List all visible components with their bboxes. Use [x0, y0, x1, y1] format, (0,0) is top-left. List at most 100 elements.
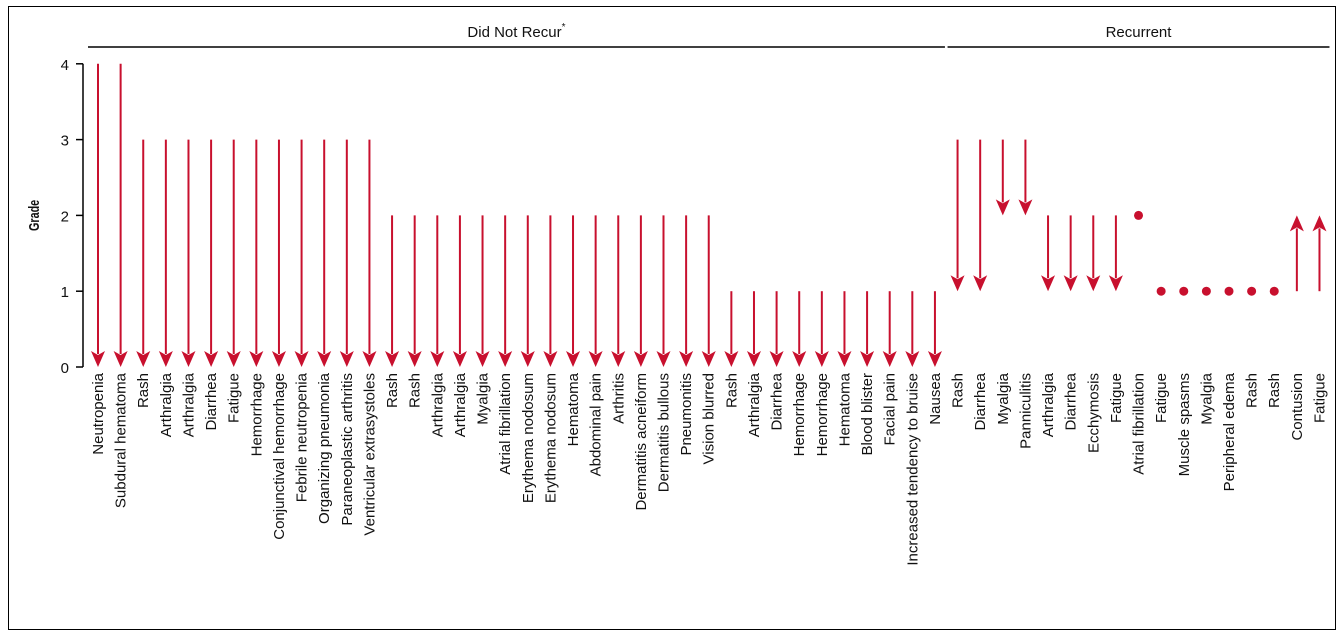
chart-marks [91, 63, 1327, 367]
arrow-head-down [136, 351, 151, 367]
x-tick-label: Febrile neutropenia [294, 372, 311, 502]
x-tick-label: Fatigue [1153, 373, 1170, 423]
x-tick-label: Subdural hematoma [113, 372, 130, 508]
x-tick-label: Facial pain [882, 373, 899, 446]
x-tick-label: Contusion [1289, 373, 1306, 441]
x-tick-label: Dermatitis acneiform [633, 373, 650, 511]
arrow-head-down [633, 351, 648, 367]
x-tick-label: Organizing pneumonia [316, 372, 333, 524]
unchanged-dot [1134, 210, 1144, 220]
arrow-head-down [701, 351, 716, 367]
x-tick-label: Arthralgia [180, 372, 197, 437]
x-tick-label: Paraneoplastic arthritis [339, 373, 356, 526]
y-axis-label: Grade [25, 200, 42, 231]
arrow-head-down [882, 351, 897, 367]
x-tick-label: Rash [1266, 373, 1283, 408]
arrow-head-down [837, 351, 852, 367]
figure-frame: 0 1 2 3 4 Grade Did Not Recur* Recurrent Neutr… [8, 6, 1336, 630]
arrow-head-down [181, 351, 196, 367]
x-tick-label: Myalgia [475, 372, 492, 424]
x-tick-label: Ecchymosis [1085, 373, 1102, 453]
x-tick-label: Hemorrhage [248, 373, 265, 456]
arrow-head-down [226, 351, 241, 367]
unchanged-dot [1224, 286, 1234, 296]
x-tick-label: Panniculitis [1017, 373, 1034, 449]
x-tick-label: Erythema nodosum [542, 373, 559, 503]
x-tick-label: Hematoma [565, 372, 582, 446]
x-tick-label: Rash [135, 373, 152, 408]
x-tick-label: Conjunctival hemorrhage [271, 373, 288, 540]
arrow-head-down [520, 351, 535, 367]
unchanged-dot [1201, 286, 1211, 296]
arrow-head-down [317, 351, 332, 367]
arrow-head-down [588, 351, 603, 367]
y-tick-label: 3 [61, 133, 69, 150]
arrow-head-down [950, 275, 965, 292]
arrow-head-down [927, 351, 942, 367]
arrow-head-down [204, 351, 219, 367]
x-tick-label: Fatigue [226, 373, 243, 423]
arrow-head-down [724, 351, 739, 367]
x-tick-label: Arthralgia [1040, 372, 1057, 437]
unchanged-dot [1156, 286, 1166, 296]
x-tick-label: Diarrhea [972, 372, 989, 430]
x-tick-label: Fatigue [1311, 373, 1328, 423]
y-tick-label: 2 [61, 208, 69, 225]
x-tick-label: Diarrhea [203, 372, 220, 430]
arrow-head-down [1086, 275, 1101, 292]
arrow-head-down [860, 351, 875, 367]
x-tick-label: Diarrhea [769, 372, 786, 430]
arrow-head-down [543, 351, 558, 367]
unchanged-dot [1247, 286, 1257, 296]
axes: 0 1 2 3 4 Grade [25, 57, 84, 377]
arrow-head-down [452, 351, 467, 367]
arrow-head-down [362, 351, 377, 367]
arrow-head-down [271, 351, 286, 367]
arrow-head-down [905, 351, 920, 367]
x-tick-label: Arthralgia [429, 372, 446, 437]
y-tick-label: 4 [61, 57, 69, 74]
x-tick-label: Rash [407, 373, 424, 408]
arrow-head-down [498, 351, 513, 367]
x-tick-label: Arthralgia [746, 372, 763, 437]
arrow-head-down [294, 351, 309, 367]
x-tick-label: Arthritis [610, 373, 627, 424]
arrow-head-down [746, 351, 761, 367]
x-tick-label: Arthralgia [158, 372, 175, 437]
x-tick-label: Atrial fibrillation [497, 373, 514, 475]
x-tick-label: Rash [950, 373, 967, 408]
arrow-head-down [679, 351, 694, 367]
x-tick-label: Abdominal pain [588, 373, 605, 476]
x-tick-label: Blood blister [859, 373, 876, 456]
arrow-head-down [475, 351, 490, 367]
arrow-head-down [249, 351, 264, 367]
x-tick-label: Diarrhea [1063, 372, 1080, 430]
x-tick-label: Peripheral edema [1221, 372, 1238, 491]
x-tick-labels: Neutropenia Subdural hematoma Rash Arthralg… [90, 372, 1328, 565]
arrow-head-down [973, 275, 988, 292]
unchanged-dot [1179, 286, 1189, 296]
arrow-head-down [566, 351, 581, 367]
x-tick-label: Erythema nodosum [520, 373, 537, 503]
x-tick-label: Muscle spasms [1176, 373, 1193, 476]
arrow-chart: 0 1 2 3 4 Grade Did Not Recur* Recurrent Neutr… [25, 22, 1330, 566]
arrow-head-down [113, 351, 128, 367]
x-tick-label: Vision blurred [701, 373, 718, 464]
group-label-text: Did Not Recur [467, 24, 561, 41]
arrow-head-down [1108, 275, 1123, 292]
arrow-head-down [611, 351, 626, 367]
group-label-superscript: * [562, 22, 566, 33]
arrow-head-up [1312, 215, 1327, 232]
arrow-head-down [656, 351, 671, 367]
x-tick-label: Hemorrhage [791, 373, 808, 456]
group-headers: Did Not Recur* Recurrent [88, 22, 1330, 48]
x-tick-label: Fatigue [1108, 373, 1125, 423]
arrow-head-down [385, 351, 400, 367]
x-tick-label: Ventricular extrasystoles [361, 373, 378, 536]
unchanged-dot [1269, 286, 1279, 296]
x-tick-label: Dermatitis bullous [656, 373, 673, 492]
arrow-head-down [1041, 275, 1056, 292]
x-tick-label: Hematoma [836, 372, 853, 446]
arrow-head-down [1018, 199, 1033, 216]
y-tick-label: 0 [61, 360, 69, 377]
